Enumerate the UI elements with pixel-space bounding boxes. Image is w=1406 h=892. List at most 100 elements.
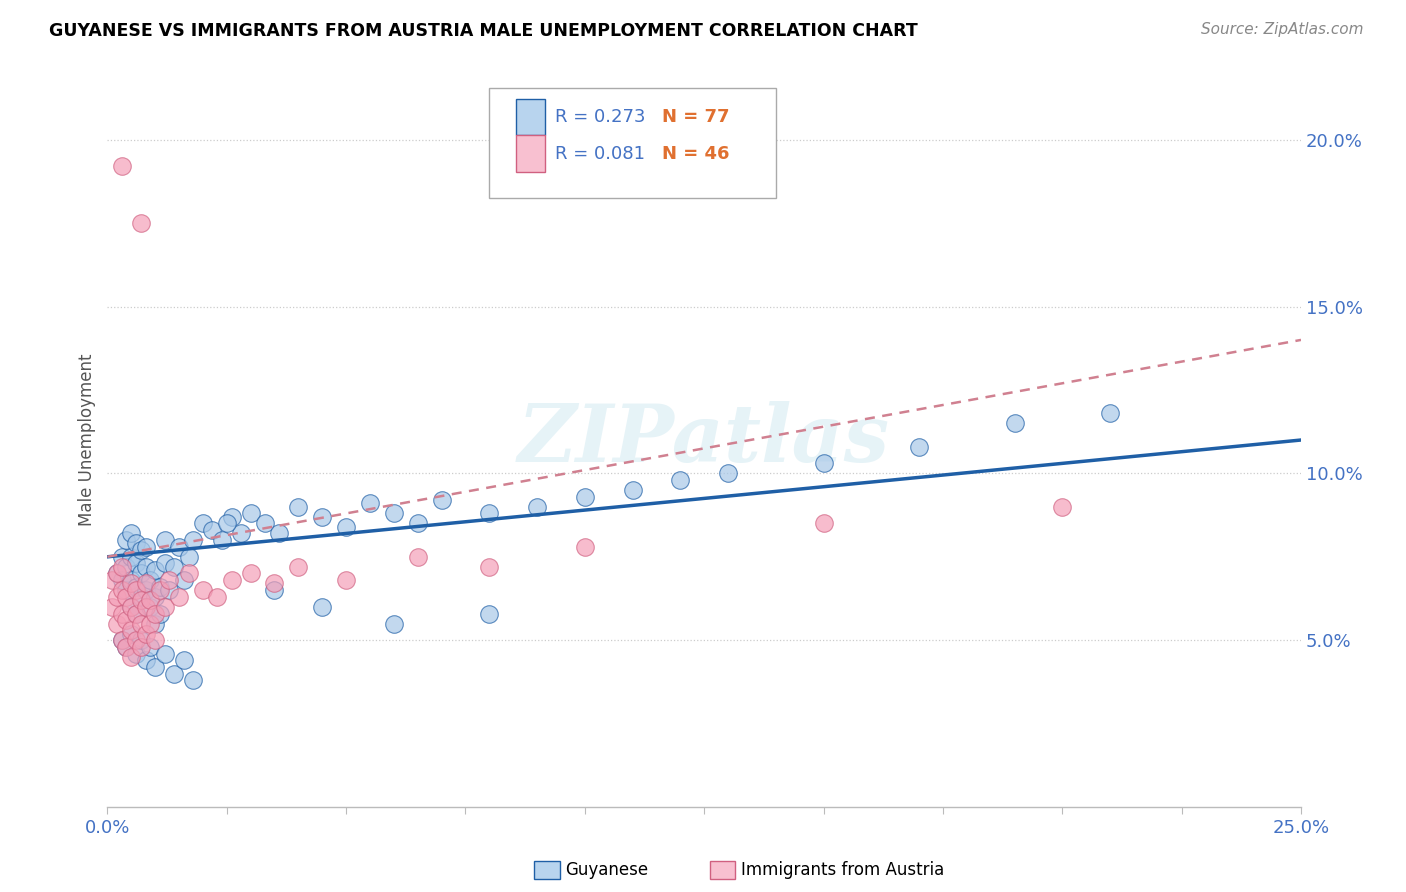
- Point: [111, 633, 134, 648]
- Point: [335, 573, 357, 587]
- Text: GUYANESE VS IMMIGRANTS FROM AUSTRIA MALE UNEMPLOYMENT CORRELATION CHART: GUYANESE VS IMMIGRANTS FROM AUSTRIA MALE…: [49, 22, 918, 40]
- Point: [125, 580, 148, 594]
- Point: [143, 607, 166, 621]
- Point: [139, 616, 162, 631]
- Point: [181, 533, 204, 548]
- Point: [163, 666, 186, 681]
- Point: [263, 576, 285, 591]
- Point: [143, 660, 166, 674]
- Point: [287, 500, 309, 514]
- Point: [105, 566, 128, 581]
- Point: [669, 473, 692, 487]
- Point: [105, 566, 128, 581]
- Point: [111, 573, 134, 587]
- Point: [111, 633, 134, 648]
- Point: [143, 616, 166, 631]
- Point: [125, 607, 148, 621]
- Point: [139, 573, 162, 587]
- Point: [201, 523, 224, 537]
- Text: Source: ZipAtlas.com: Source: ZipAtlas.com: [1201, 22, 1364, 37]
- Point: [1052, 500, 1074, 514]
- Point: [153, 599, 176, 614]
- Point: [115, 533, 138, 548]
- Point: [478, 507, 501, 521]
- Point: [159, 573, 181, 587]
- Point: [135, 653, 157, 667]
- Point: [135, 559, 157, 574]
- Point: [229, 526, 252, 541]
- Point: [311, 599, 333, 614]
- Point: [115, 613, 138, 627]
- Point: [120, 624, 142, 638]
- Point: [221, 573, 243, 587]
- Point: [143, 633, 166, 648]
- Point: [120, 599, 142, 614]
- Point: [908, 440, 931, 454]
- Point: [143, 563, 166, 577]
- Point: [167, 590, 190, 604]
- Point: [135, 576, 157, 591]
- Point: [382, 507, 405, 521]
- Point: [129, 566, 152, 581]
- Point: [125, 583, 148, 598]
- Point: [125, 633, 148, 648]
- Point: [153, 647, 176, 661]
- Point: [105, 590, 128, 604]
- Point: [406, 549, 429, 564]
- Point: [335, 520, 357, 534]
- Point: [163, 559, 186, 574]
- Point: [125, 607, 148, 621]
- Point: [221, 509, 243, 524]
- Point: [621, 483, 644, 497]
- Point: [129, 590, 152, 604]
- Text: N = 77: N = 77: [662, 108, 730, 126]
- Point: [125, 647, 148, 661]
- Point: [406, 516, 429, 531]
- Point: [253, 516, 276, 531]
- Point: [139, 640, 162, 654]
- Point: [263, 583, 285, 598]
- Point: [101, 599, 124, 614]
- Point: [191, 583, 214, 598]
- Point: [139, 599, 162, 614]
- Point: [115, 640, 138, 654]
- Y-axis label: Male Unemployment: Male Unemployment: [79, 354, 96, 526]
- Point: [159, 583, 181, 598]
- Point: [129, 216, 152, 230]
- Point: [239, 566, 262, 581]
- Point: [149, 583, 172, 598]
- Point: [105, 616, 128, 631]
- Point: [311, 509, 333, 524]
- Point: [167, 540, 190, 554]
- Point: [135, 583, 157, 598]
- Point: [177, 549, 200, 564]
- Point: [287, 559, 309, 574]
- Point: [111, 607, 134, 621]
- Point: [153, 533, 176, 548]
- Point: [115, 583, 138, 598]
- Point: [478, 559, 501, 574]
- Point: [813, 516, 835, 531]
- Point: [382, 616, 405, 631]
- Point: [139, 593, 162, 607]
- Point: [177, 566, 200, 581]
- Text: Immigrants from Austria: Immigrants from Austria: [741, 861, 945, 879]
- Point: [239, 507, 262, 521]
- Point: [1098, 406, 1121, 420]
- Point: [115, 559, 138, 574]
- Point: [101, 573, 124, 587]
- Text: R = 0.081: R = 0.081: [555, 145, 645, 162]
- Point: [115, 590, 138, 604]
- Point: [120, 573, 142, 587]
- Point: [120, 576, 142, 591]
- Text: R = 0.273: R = 0.273: [555, 108, 645, 126]
- Point: [813, 456, 835, 470]
- Point: [129, 633, 152, 648]
- Point: [526, 500, 548, 514]
- Point: [215, 516, 238, 531]
- Point: [149, 580, 172, 594]
- Text: Guyanese: Guyanese: [565, 861, 648, 879]
- Point: [115, 640, 138, 654]
- Point: [129, 640, 152, 654]
- Point: [717, 467, 740, 481]
